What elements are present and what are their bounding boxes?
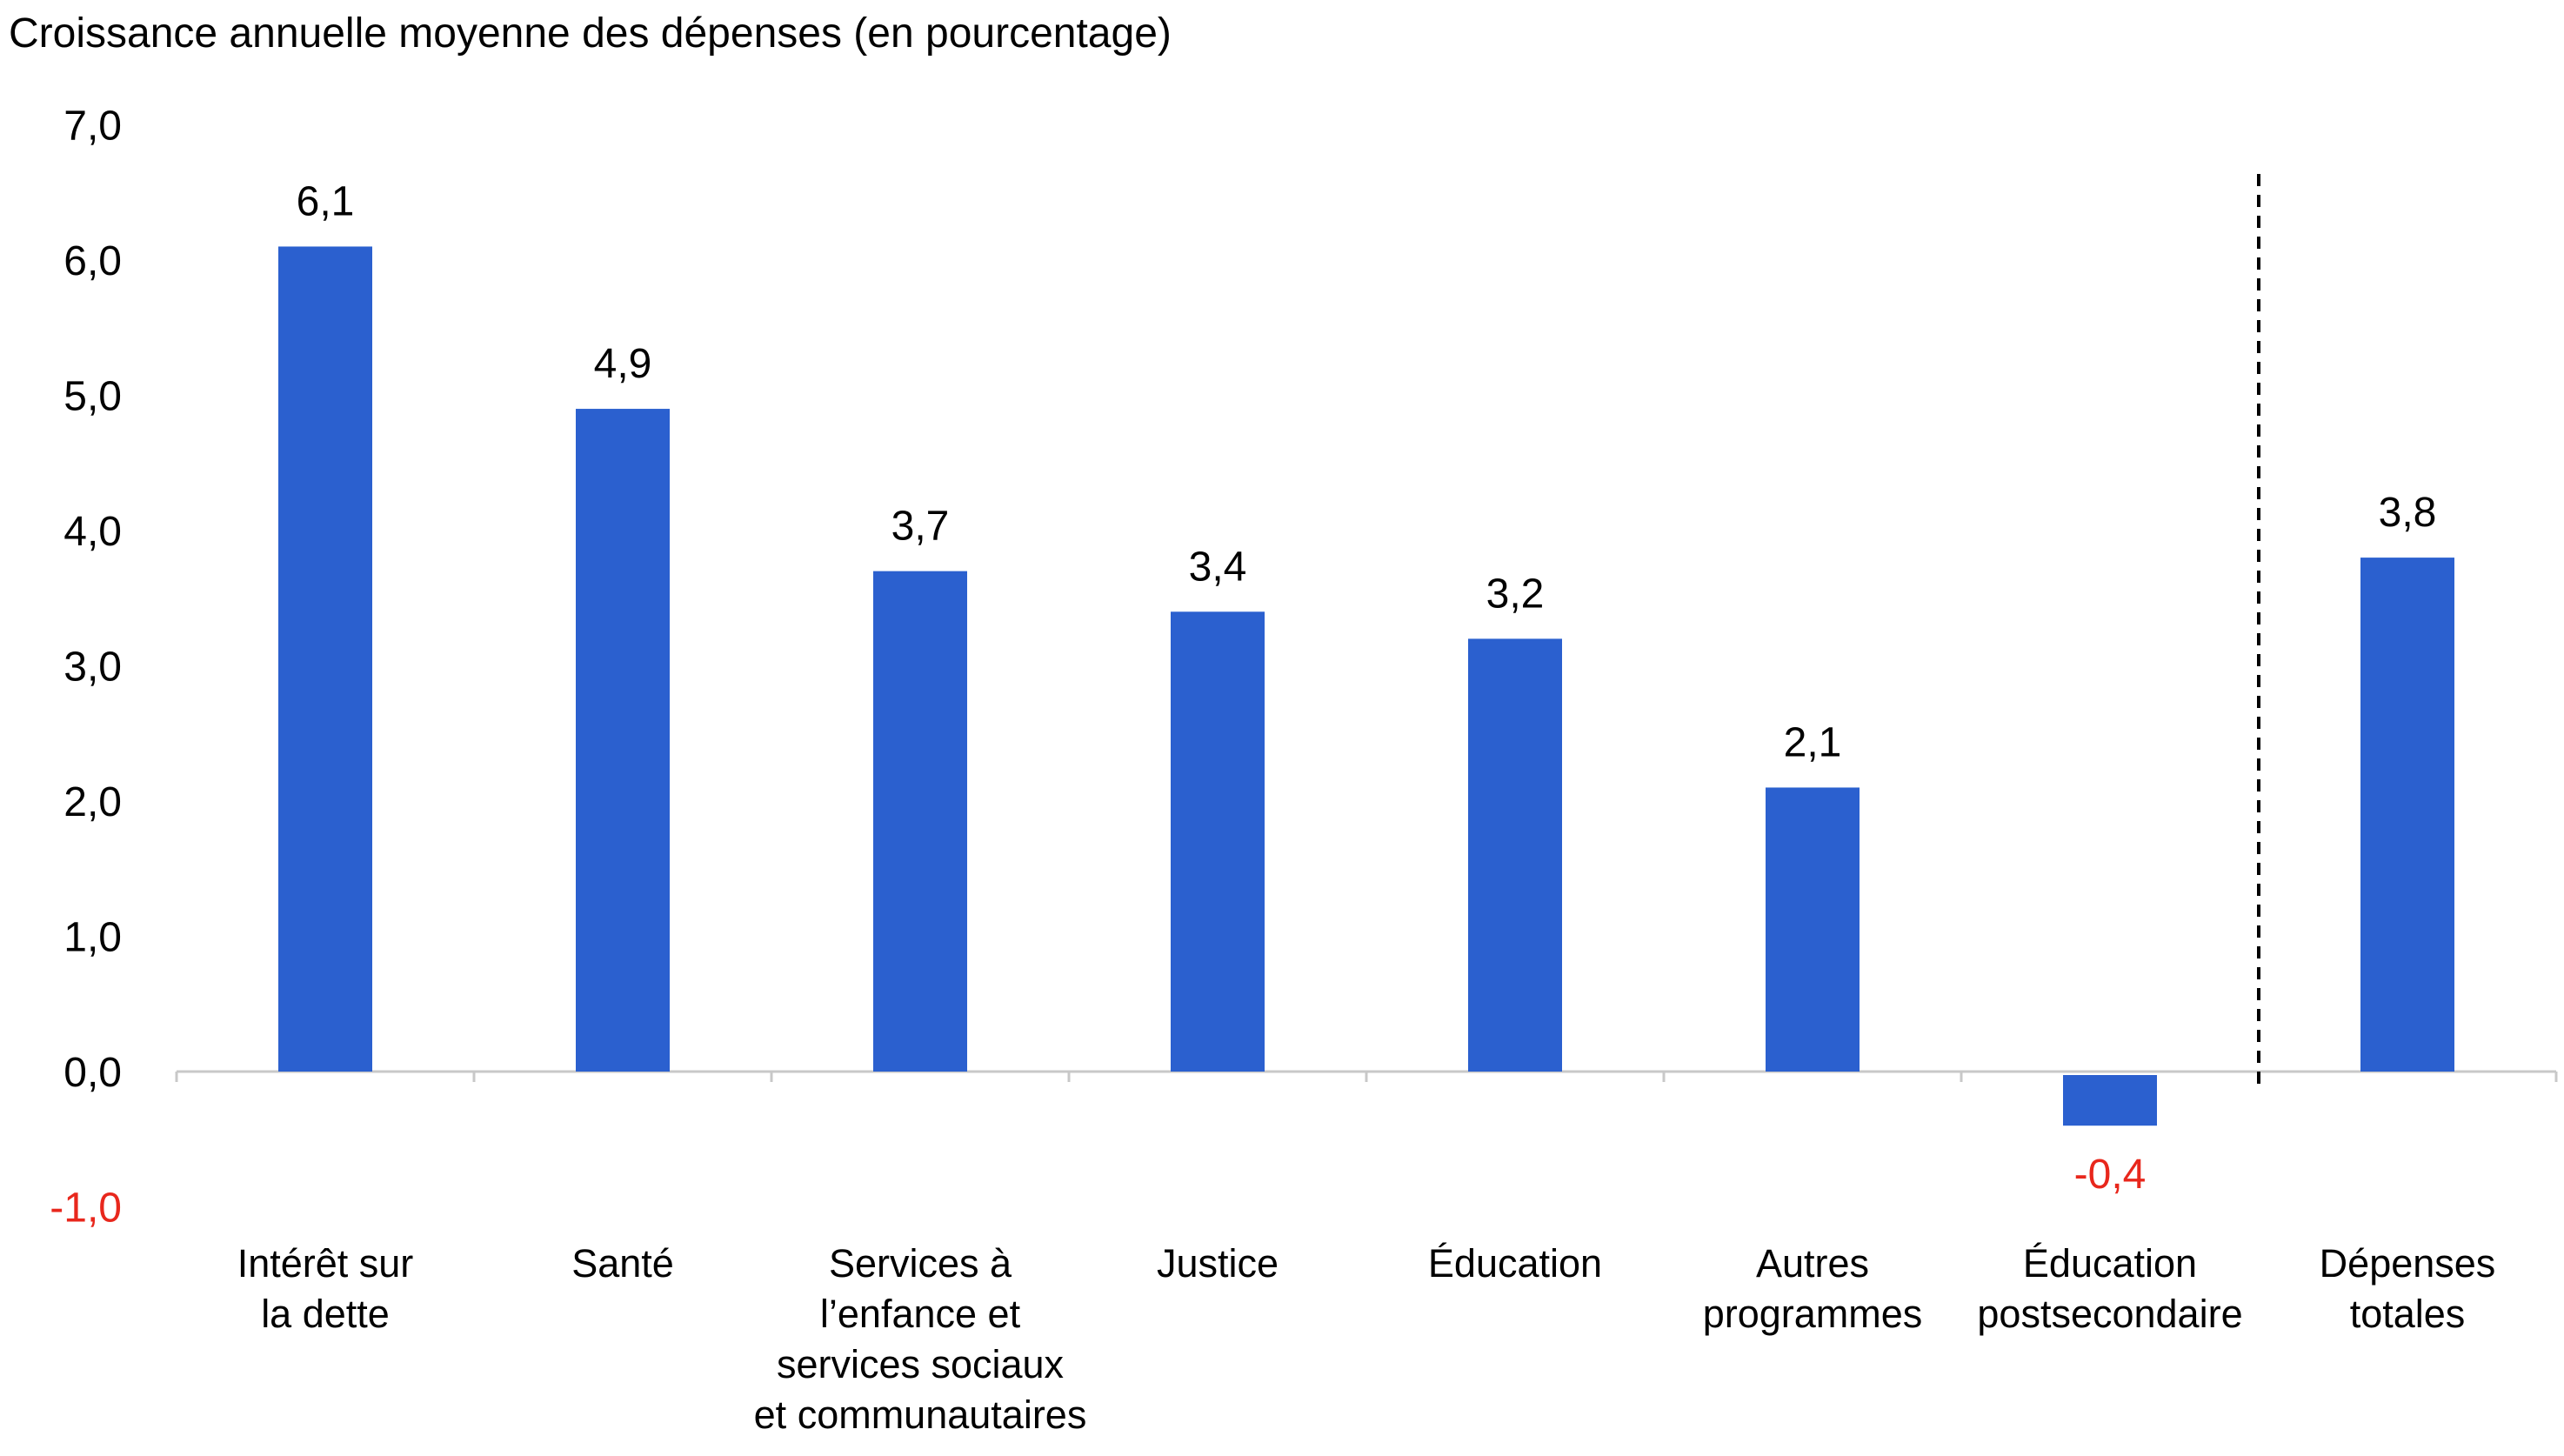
bar xyxy=(1766,787,1860,1072)
x-category-label: Justice xyxy=(1157,1241,1279,1286)
data-label: 3,7 xyxy=(891,504,950,550)
data-label: 2,1 xyxy=(1784,719,1842,765)
x-category-label-line: Éducation xyxy=(1428,1241,1602,1286)
bar xyxy=(1171,611,1265,1072)
x-category-label: Dépenses totales xyxy=(2320,1241,2496,1336)
x-category-label-line: services sociaux xyxy=(777,1342,1065,1386)
x-category-label: Services à l’enfance et services sociaux et… xyxy=(754,1241,1087,1437)
x-category-label-line: postsecondaire xyxy=(1977,1292,2242,1336)
x-category-label: Intérêt sur la dette xyxy=(237,1241,414,1336)
x-category-label-line: Services à xyxy=(829,1241,1012,1286)
x-category-label-line: Éducation xyxy=(2023,1241,2197,1286)
bar xyxy=(278,246,372,1072)
x-category-label-line: totales xyxy=(2350,1292,2466,1336)
y-tick-label: 5,0 xyxy=(63,374,122,420)
bar xyxy=(2360,558,2454,1072)
data-labels: 6,1 4,9 3,7 3,4 3,2 2,1 -0,4 3,8 xyxy=(297,178,2437,1198)
y-tick-label: 3,0 xyxy=(63,645,122,691)
x-axis-category-labels: Intérêt sur la dette Santé Services à l’enfa… xyxy=(237,1241,2496,1437)
chart-title: Croissance annuelle moyenne des dépenses… xyxy=(9,10,1172,57)
y-tick-label: 0,0 xyxy=(63,1050,122,1096)
data-label: 4,9 xyxy=(594,341,652,387)
x-category-label: Santé xyxy=(571,1241,674,1286)
x-category-label-line: Justice xyxy=(1157,1241,1279,1286)
x-category-label: Autres programmes xyxy=(1703,1241,1923,1336)
x-category-label-line: Santé xyxy=(571,1241,674,1286)
x-category-label-line: l’enfance et xyxy=(820,1292,1021,1336)
y-tick-label: 6,0 xyxy=(63,238,122,284)
bar xyxy=(1468,638,1562,1072)
data-label: 3,4 xyxy=(1189,544,1247,590)
data-label: 3,2 xyxy=(1486,571,1545,617)
y-tick-label: 4,0 xyxy=(63,509,122,555)
data-label: 3,8 xyxy=(2379,490,2437,536)
x-category-label-line: Intérêt sur xyxy=(237,1241,414,1286)
y-tick-label: -1,0 xyxy=(50,1186,122,1232)
y-tick-label: 2,0 xyxy=(63,779,122,825)
data-label: 6,1 xyxy=(297,178,355,224)
bar xyxy=(576,409,670,1072)
bars xyxy=(278,246,2454,1126)
x-category-label: Éducation xyxy=(1428,1241,1602,1286)
bar xyxy=(2063,1075,2157,1126)
bar xyxy=(873,571,967,1072)
y-tick-label: 1,0 xyxy=(63,915,122,961)
x-category-label-line: et communautaires xyxy=(754,1393,1087,1437)
x-axis-tick-marks xyxy=(175,1072,2558,1082)
x-category-label-line: Dépenses xyxy=(2320,1241,2496,1286)
x-category-label-line: programmes xyxy=(1703,1292,1923,1336)
x-category-label-line: la dette xyxy=(261,1292,390,1336)
data-label: -0,4 xyxy=(2074,1152,2147,1198)
y-axis-ticks: -1,0 0,0 1,0 2,0 3,0 4,0 5,0 6,0 7,0 xyxy=(50,104,122,1232)
x-category-label-line: Autres xyxy=(1756,1241,1869,1286)
y-tick-label: 7,0 xyxy=(63,104,122,150)
x-category-label: Éducation postsecondaire xyxy=(1977,1241,2242,1336)
